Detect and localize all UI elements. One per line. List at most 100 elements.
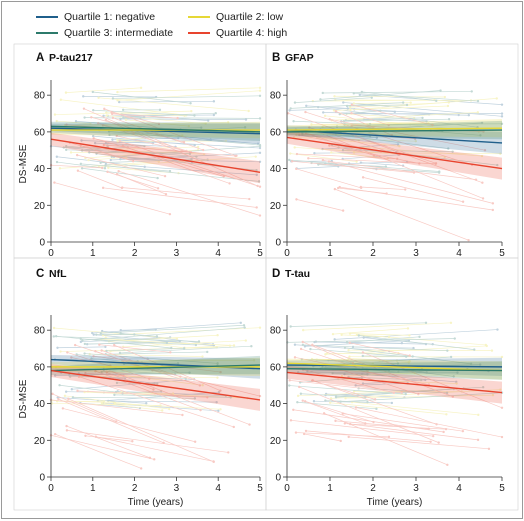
trajectory-point: [338, 186, 340, 188]
x-tick-label: 3: [174, 248, 180, 259]
trajectory-point: [104, 167, 106, 169]
x-tick-label: 1: [327, 483, 333, 494]
trajectory-point: [229, 345, 231, 347]
trajectory-point: [57, 398, 59, 400]
trajectory-point: [198, 340, 200, 342]
trajectory-point: [294, 146, 296, 148]
trajectory-point: [112, 117, 114, 119]
trajectory-point: [496, 328, 498, 330]
trajectory-point: [193, 144, 195, 146]
trajectory-point: [429, 441, 431, 443]
trajectory-point: [54, 113, 56, 115]
trajectory-point: [83, 107, 85, 109]
trajectory-point: [450, 322, 452, 324]
trajectory-point: [80, 163, 82, 165]
trajectory-point: [467, 239, 469, 241]
trajectory-point: [406, 104, 408, 106]
trajectory-point: [259, 152, 261, 154]
trajectory-point: [105, 111, 107, 113]
x-tick-label: 3: [174, 483, 180, 494]
trajectory-point: [234, 155, 236, 157]
trajectory-point: [344, 347, 346, 349]
trajectory-point: [111, 139, 113, 141]
trajectory-point: [248, 423, 250, 425]
trajectory-point: [309, 348, 311, 350]
trajectory-line: [67, 430, 228, 452]
trajectory-point: [292, 409, 294, 411]
trajectory-point: [335, 396, 337, 398]
y-tick-label: 0: [39, 473, 45, 484]
panel-letter: D: [272, 268, 280, 280]
y-tick-label: 20: [34, 436, 46, 447]
y-axis-label: DS-MSE: [18, 144, 29, 183]
trajectory-point: [353, 102, 355, 104]
trajectory-point: [113, 401, 115, 403]
x-tick-label: 2: [132, 248, 138, 259]
x-tick-label: 4: [456, 483, 462, 494]
trajectory-line: [119, 101, 214, 102]
trajectory-point: [362, 355, 364, 357]
trajectory-point: [324, 115, 326, 117]
y-tick-label: 40: [34, 164, 46, 175]
trajectory-point: [358, 334, 360, 336]
trajectory-point: [445, 413, 447, 415]
y-tick-label: 20: [34, 201, 46, 212]
trajectory-point: [294, 101, 296, 103]
y-axis-label: DS-MSE: [18, 379, 29, 418]
trajectory-point: [51, 393, 53, 395]
y-tick-label: 0: [275, 473, 281, 484]
trajectory-point: [290, 419, 292, 421]
trajectory-point: [227, 451, 229, 453]
trajectory-point: [107, 167, 109, 169]
trajectory-point: [393, 392, 395, 394]
trajectory-point: [102, 187, 104, 189]
trajectory-line: [335, 189, 469, 240]
trajectory-point: [169, 213, 171, 215]
trajectory-point: [355, 406, 357, 408]
trajectory-point: [296, 153, 298, 155]
trajectory-point: [402, 101, 404, 103]
trajectory-point: [190, 110, 192, 112]
y-tick-label: 20: [270, 201, 282, 212]
panel-letter: B: [272, 52, 280, 64]
trajectory-point: [407, 327, 409, 329]
trajectory-point: [340, 334, 342, 336]
trajectory-point: [351, 104, 353, 106]
trajectory-point: [100, 349, 102, 351]
trajectory-line: [324, 413, 447, 464]
trajectory-point: [145, 402, 147, 404]
trajectory-point: [488, 448, 490, 450]
trajectory-point: [412, 347, 414, 349]
x-axis-label: Time (years): [128, 497, 184, 508]
trajectory-line: [291, 420, 433, 436]
trajectory-line: [323, 91, 472, 93]
trajectory-point: [119, 140, 121, 142]
x-tick-label: 5: [257, 248, 263, 259]
trajectory-point: [56, 347, 58, 349]
trajectory-point: [117, 170, 119, 172]
trajectory-point: [76, 390, 78, 392]
x-tick-label: 5: [499, 483, 505, 494]
trajectory-point: [482, 197, 484, 199]
trajectory-line: [314, 342, 401, 343]
trajectory-point: [492, 202, 494, 204]
trajectory-point: [202, 149, 204, 151]
x-tick-label: 2: [370, 483, 376, 494]
trajectory-point: [54, 433, 56, 435]
trajectory-point: [295, 431, 297, 433]
trajectory-point: [55, 335, 57, 337]
trajectory-point: [83, 352, 85, 354]
trajectory-point: [53, 327, 55, 329]
trajectory-point: [492, 209, 494, 211]
trajectory-point: [228, 182, 230, 184]
trajectory-point: [133, 333, 135, 335]
trajectory-point: [70, 151, 72, 153]
x-tick-label: 0: [48, 248, 54, 259]
trajectory-point: [169, 351, 171, 353]
trajectory-point: [324, 399, 326, 401]
trajectory-line: [361, 187, 405, 190]
trajectory-point: [219, 408, 221, 410]
